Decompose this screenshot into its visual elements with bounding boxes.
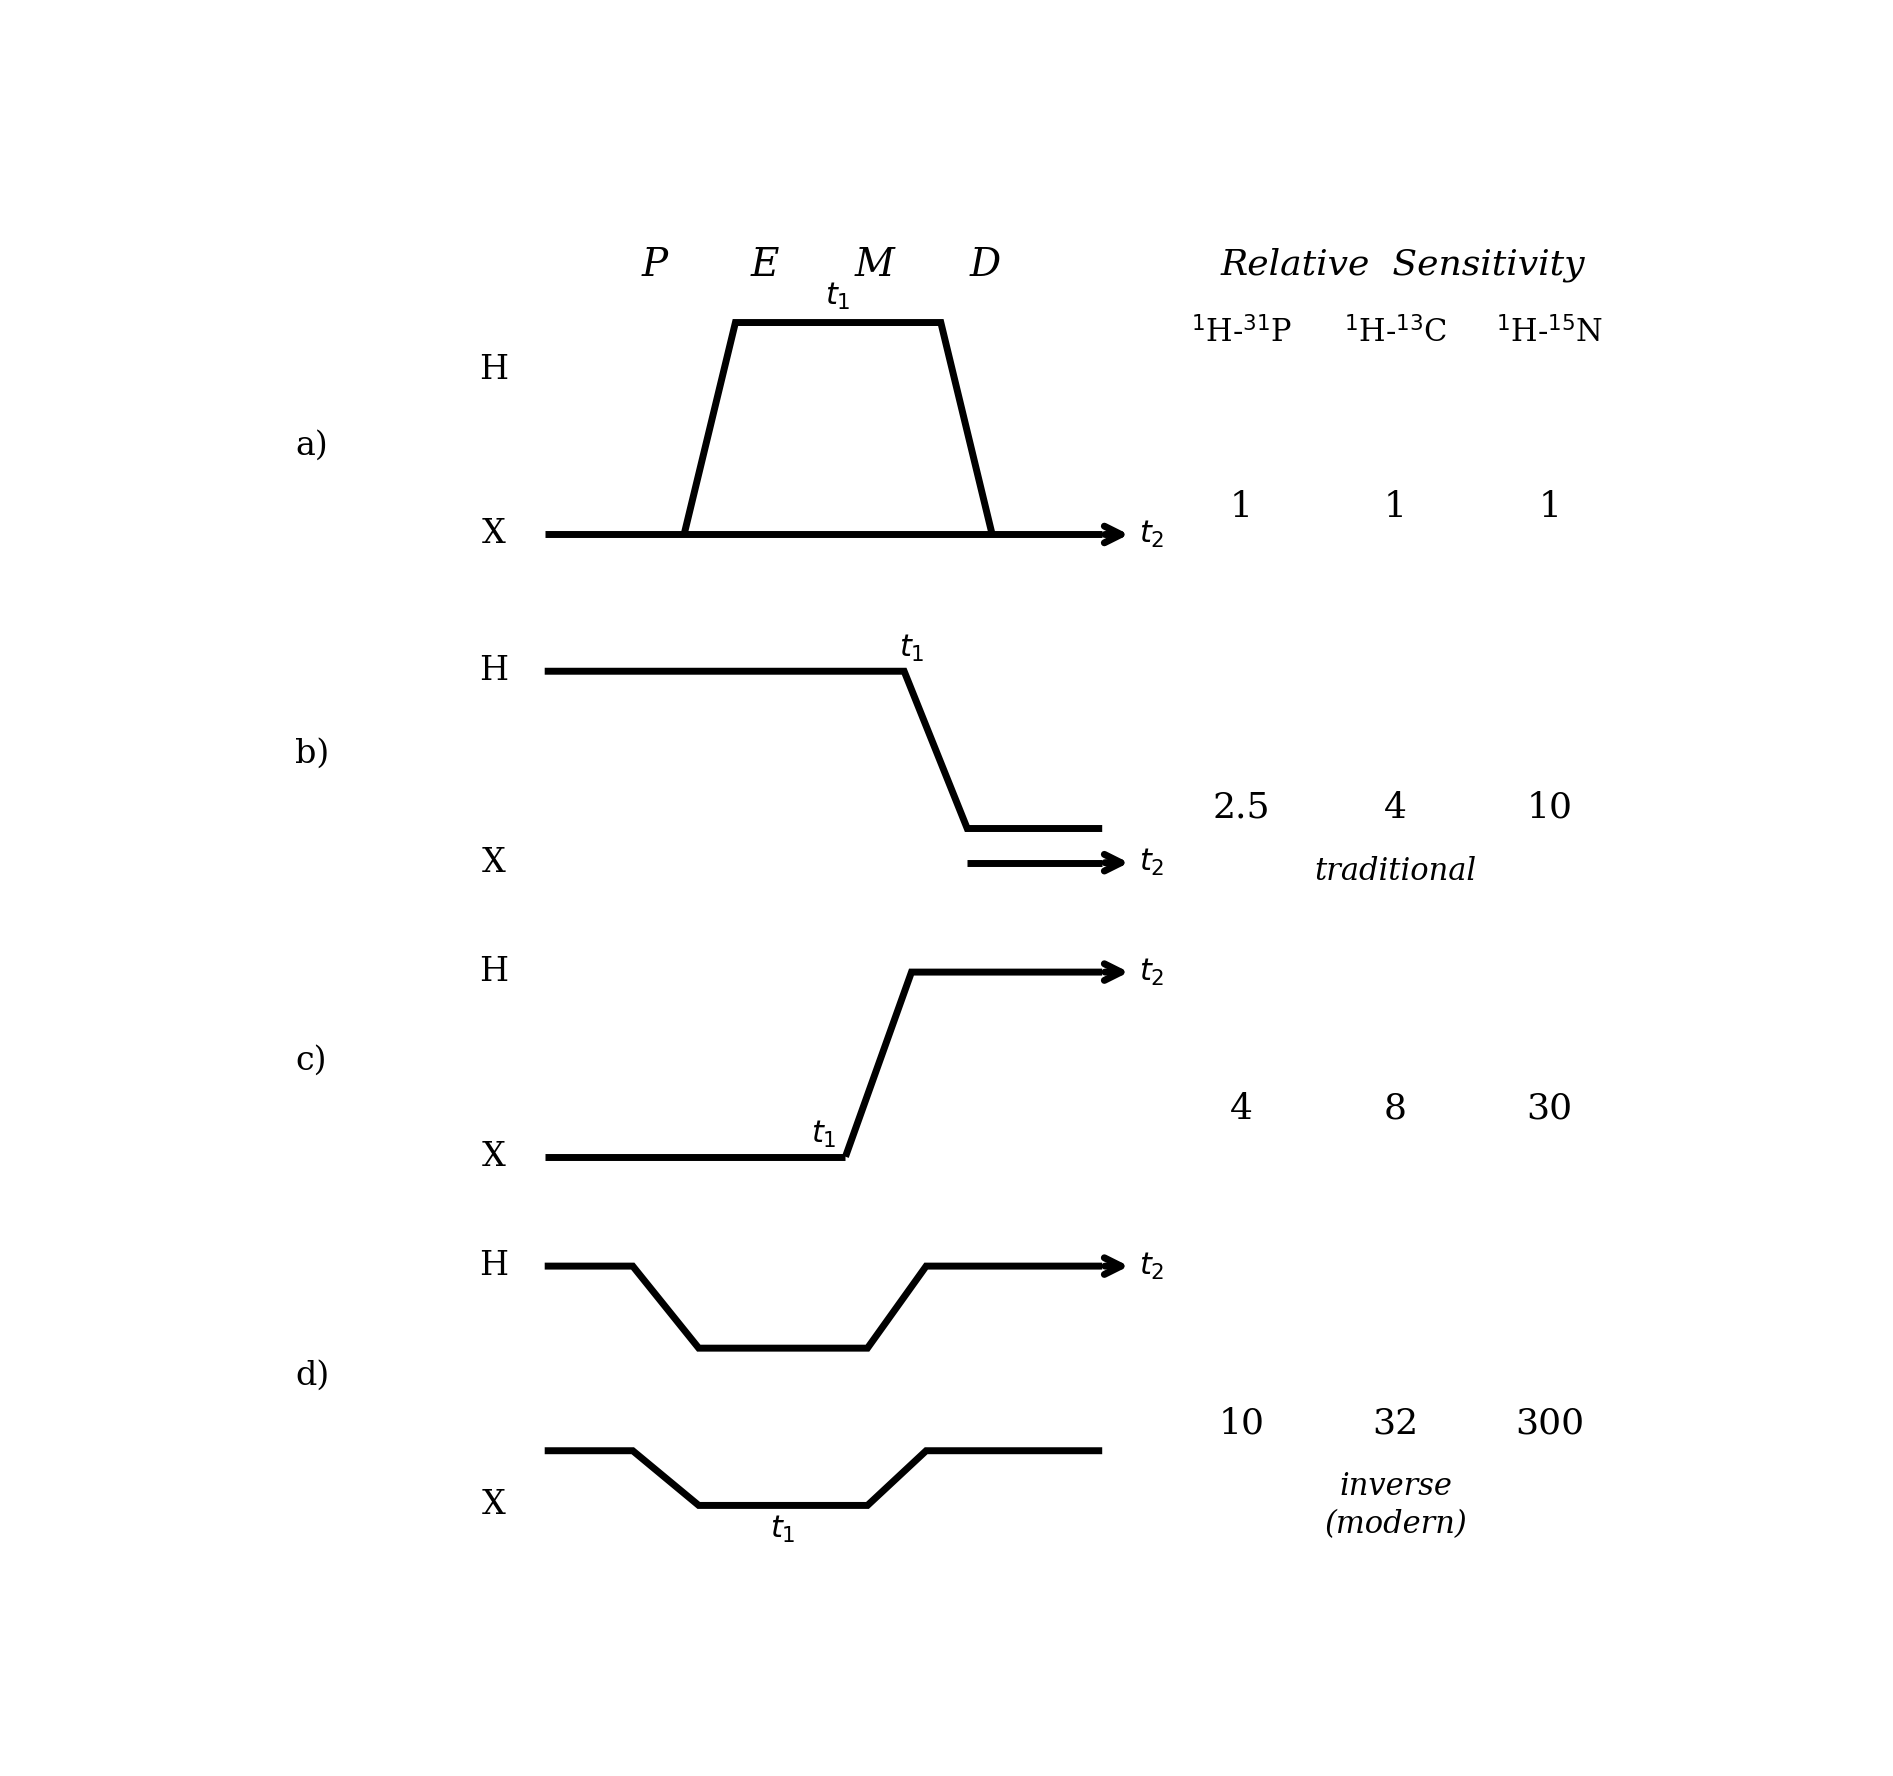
Text: 32: 32	[1372, 1407, 1418, 1440]
Text: $t_1$: $t_1$	[899, 634, 924, 664]
Text: D: D	[969, 247, 1000, 284]
Text: $t_2$: $t_2$	[1140, 847, 1164, 879]
Text: $^{1}$H-$^{13}$C: $^{1}$H-$^{13}$C	[1344, 318, 1448, 350]
Text: b): b)	[295, 737, 329, 769]
Text: a): a)	[295, 430, 327, 462]
Text: $t_1$: $t_1$	[810, 1119, 837, 1149]
Text: $^{1}$H-$^{31}$P: $^{1}$H-$^{31}$P	[1191, 318, 1293, 350]
Text: $t_2$: $t_2$	[1140, 1250, 1164, 1282]
Text: H: H	[479, 355, 507, 387]
Text: E: E	[752, 247, 778, 284]
Text: 1: 1	[1384, 490, 1406, 524]
Text: traditional: traditional	[1314, 856, 1477, 886]
Text: inverse
(modern): inverse (modern)	[1325, 1471, 1467, 1540]
Text: 4: 4	[1230, 1092, 1253, 1126]
Text: 8: 8	[1384, 1092, 1406, 1126]
Text: Relative  Sensitivity: Relative Sensitivity	[1221, 249, 1584, 282]
Text: X: X	[481, 847, 505, 879]
Text: $t_1$: $t_1$	[825, 281, 852, 311]
Text: 300: 300	[1514, 1407, 1584, 1440]
Text: $t_2$: $t_2$	[1140, 957, 1164, 987]
Text: $t_2$: $t_2$	[1140, 519, 1164, 551]
Text: X: X	[481, 1140, 505, 1172]
Text: $t_1$: $t_1$	[770, 1513, 795, 1545]
Text: $^{1}$H-$^{15}$N: $^{1}$H-$^{15}$N	[1495, 318, 1603, 350]
Text: P: P	[642, 247, 668, 284]
Text: 10: 10	[1219, 1407, 1265, 1440]
Text: c): c)	[295, 1044, 327, 1076]
Text: 1: 1	[1539, 490, 1562, 524]
Text: 1: 1	[1230, 490, 1253, 524]
Text: H: H	[479, 1250, 507, 1282]
Text: 30: 30	[1526, 1092, 1573, 1126]
Text: M: M	[856, 247, 895, 284]
Text: 2.5: 2.5	[1213, 790, 1270, 826]
Text: 10: 10	[1526, 790, 1573, 826]
Text: X: X	[481, 519, 505, 551]
Text: d): d)	[295, 1359, 329, 1392]
Text: X: X	[481, 1490, 505, 1522]
Text: H: H	[479, 655, 507, 687]
Text: H: H	[479, 955, 507, 987]
Text: 4: 4	[1384, 790, 1406, 826]
